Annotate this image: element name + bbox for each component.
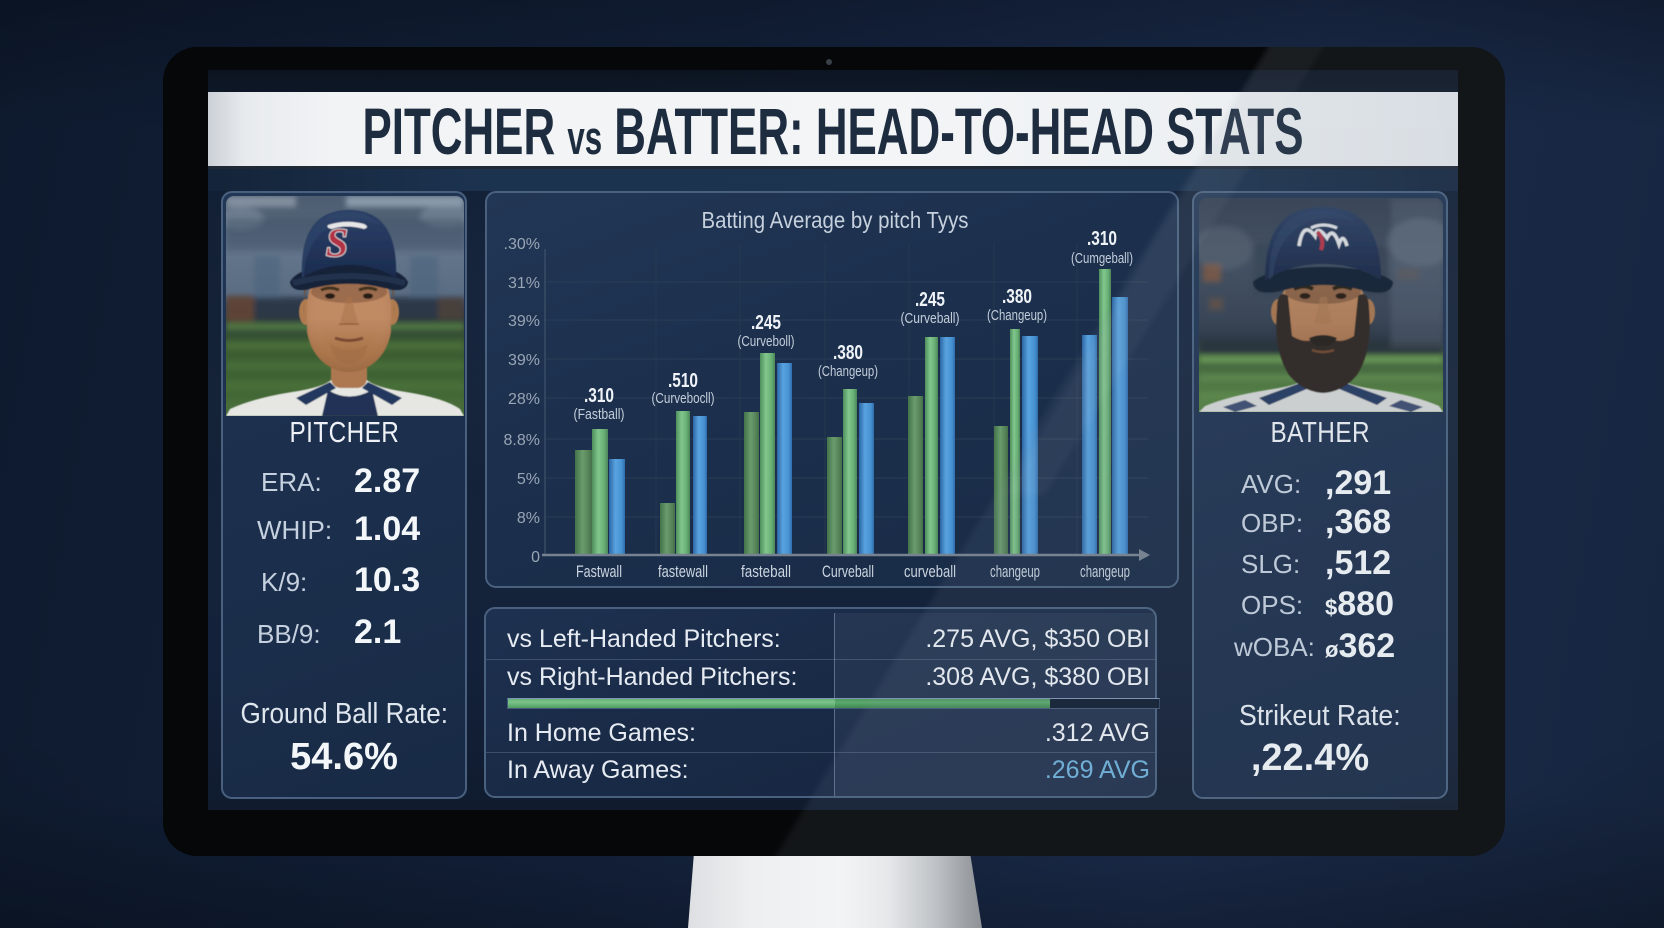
svg-text:28%: 28% [508, 391, 540, 408]
svg-text:8.8%: 8.8% [504, 432, 540, 449]
svg-text:S: S [326, 220, 348, 265]
svg-text:31%: 31% [508, 275, 540, 292]
svg-text:(Curveball): (Curveball) [901, 310, 960, 327]
svg-text:39%: 39% [508, 352, 540, 369]
svg-text:changeup: changeup [990, 562, 1040, 581]
svg-text:(Curvebocll): (Curvebocll) [652, 390, 715, 407]
svg-text:.510: .510 [668, 370, 698, 392]
svg-text:Fastwall: Fastwall [576, 562, 622, 581]
svg-text:Curveball: Curveball [822, 562, 874, 581]
svg-text:changeup: changeup [1080, 562, 1130, 581]
svg-text:39%: 39% [508, 313, 540, 330]
svg-text:Batting Average by pitch Tyys: Batting Average by pitch Tyys [702, 207, 969, 233]
svg-text:.310: .310 [584, 385, 614, 407]
svg-text:curveball: curveball [904, 562, 956, 581]
svg-text:8%: 8% [517, 510, 540, 527]
svg-text:.380: .380 [833, 342, 863, 364]
svg-text:fastewall: fastewall [658, 562, 708, 581]
svg-text:.380: .380 [1002, 286, 1032, 308]
svg-text:(Curveboll): (Curveboll) [738, 333, 795, 350]
svg-text:.245: .245 [915, 289, 945, 311]
svg-text:(Changeup): (Changeup) [818, 363, 878, 380]
svg-text:0: 0 [531, 549, 540, 566]
svg-text:(Changeup): (Changeup) [987, 307, 1047, 324]
svg-text:.245: .245 [751, 312, 781, 334]
svg-text:5%: 5% [517, 471, 540, 488]
svg-text:(Cumgeball): (Cumgeball) [1071, 250, 1133, 267]
svg-text:.310: .310 [1087, 228, 1117, 250]
svg-text:fasteball: fasteball [741, 562, 791, 581]
svg-text:(Fastball): (Fastball) [574, 406, 625, 423]
svg-text:.30%: .30% [504, 236, 540, 253]
